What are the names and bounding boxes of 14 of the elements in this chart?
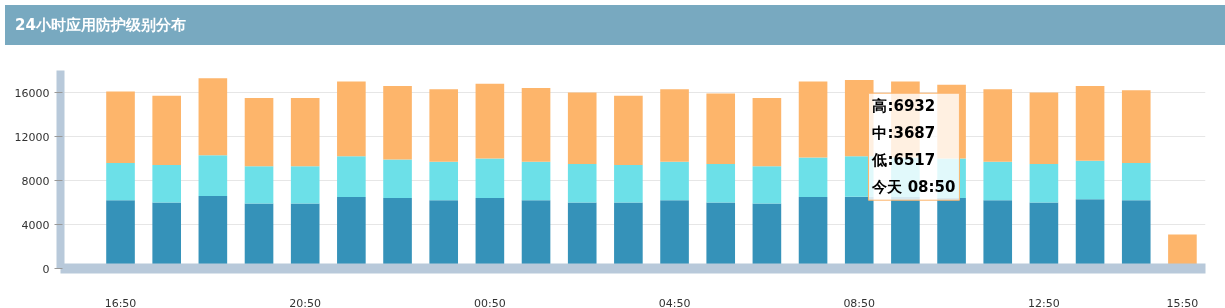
x-tick-label: 16:50	[104, 296, 137, 308]
y-tick-label: 8000	[21, 174, 50, 188]
y-tick-label: 16000	[14, 86, 50, 100]
x-tick-label: 20:50	[289, 296, 322, 308]
x-tick-label: 04:50	[658, 296, 691, 308]
annotation: 高:6932 中:3687 低:6517 今天 08:50	[871, 97, 956, 197]
x-tick-label: 12:50	[1028, 296, 1060, 308]
y-tick-label: 4000	[21, 218, 50, 232]
chart-title: 24小时应用防护级别分布	[15, 15, 186, 36]
y-tick-label: 0	[42, 262, 50, 276]
x-tick-label: 00:50	[474, 296, 506, 308]
x-tick-label: 15:50	[1166, 296, 1199, 308]
x-tick-label: 08:50	[843, 296, 876, 308]
y-tick-label: 12000	[14, 130, 50, 144]
